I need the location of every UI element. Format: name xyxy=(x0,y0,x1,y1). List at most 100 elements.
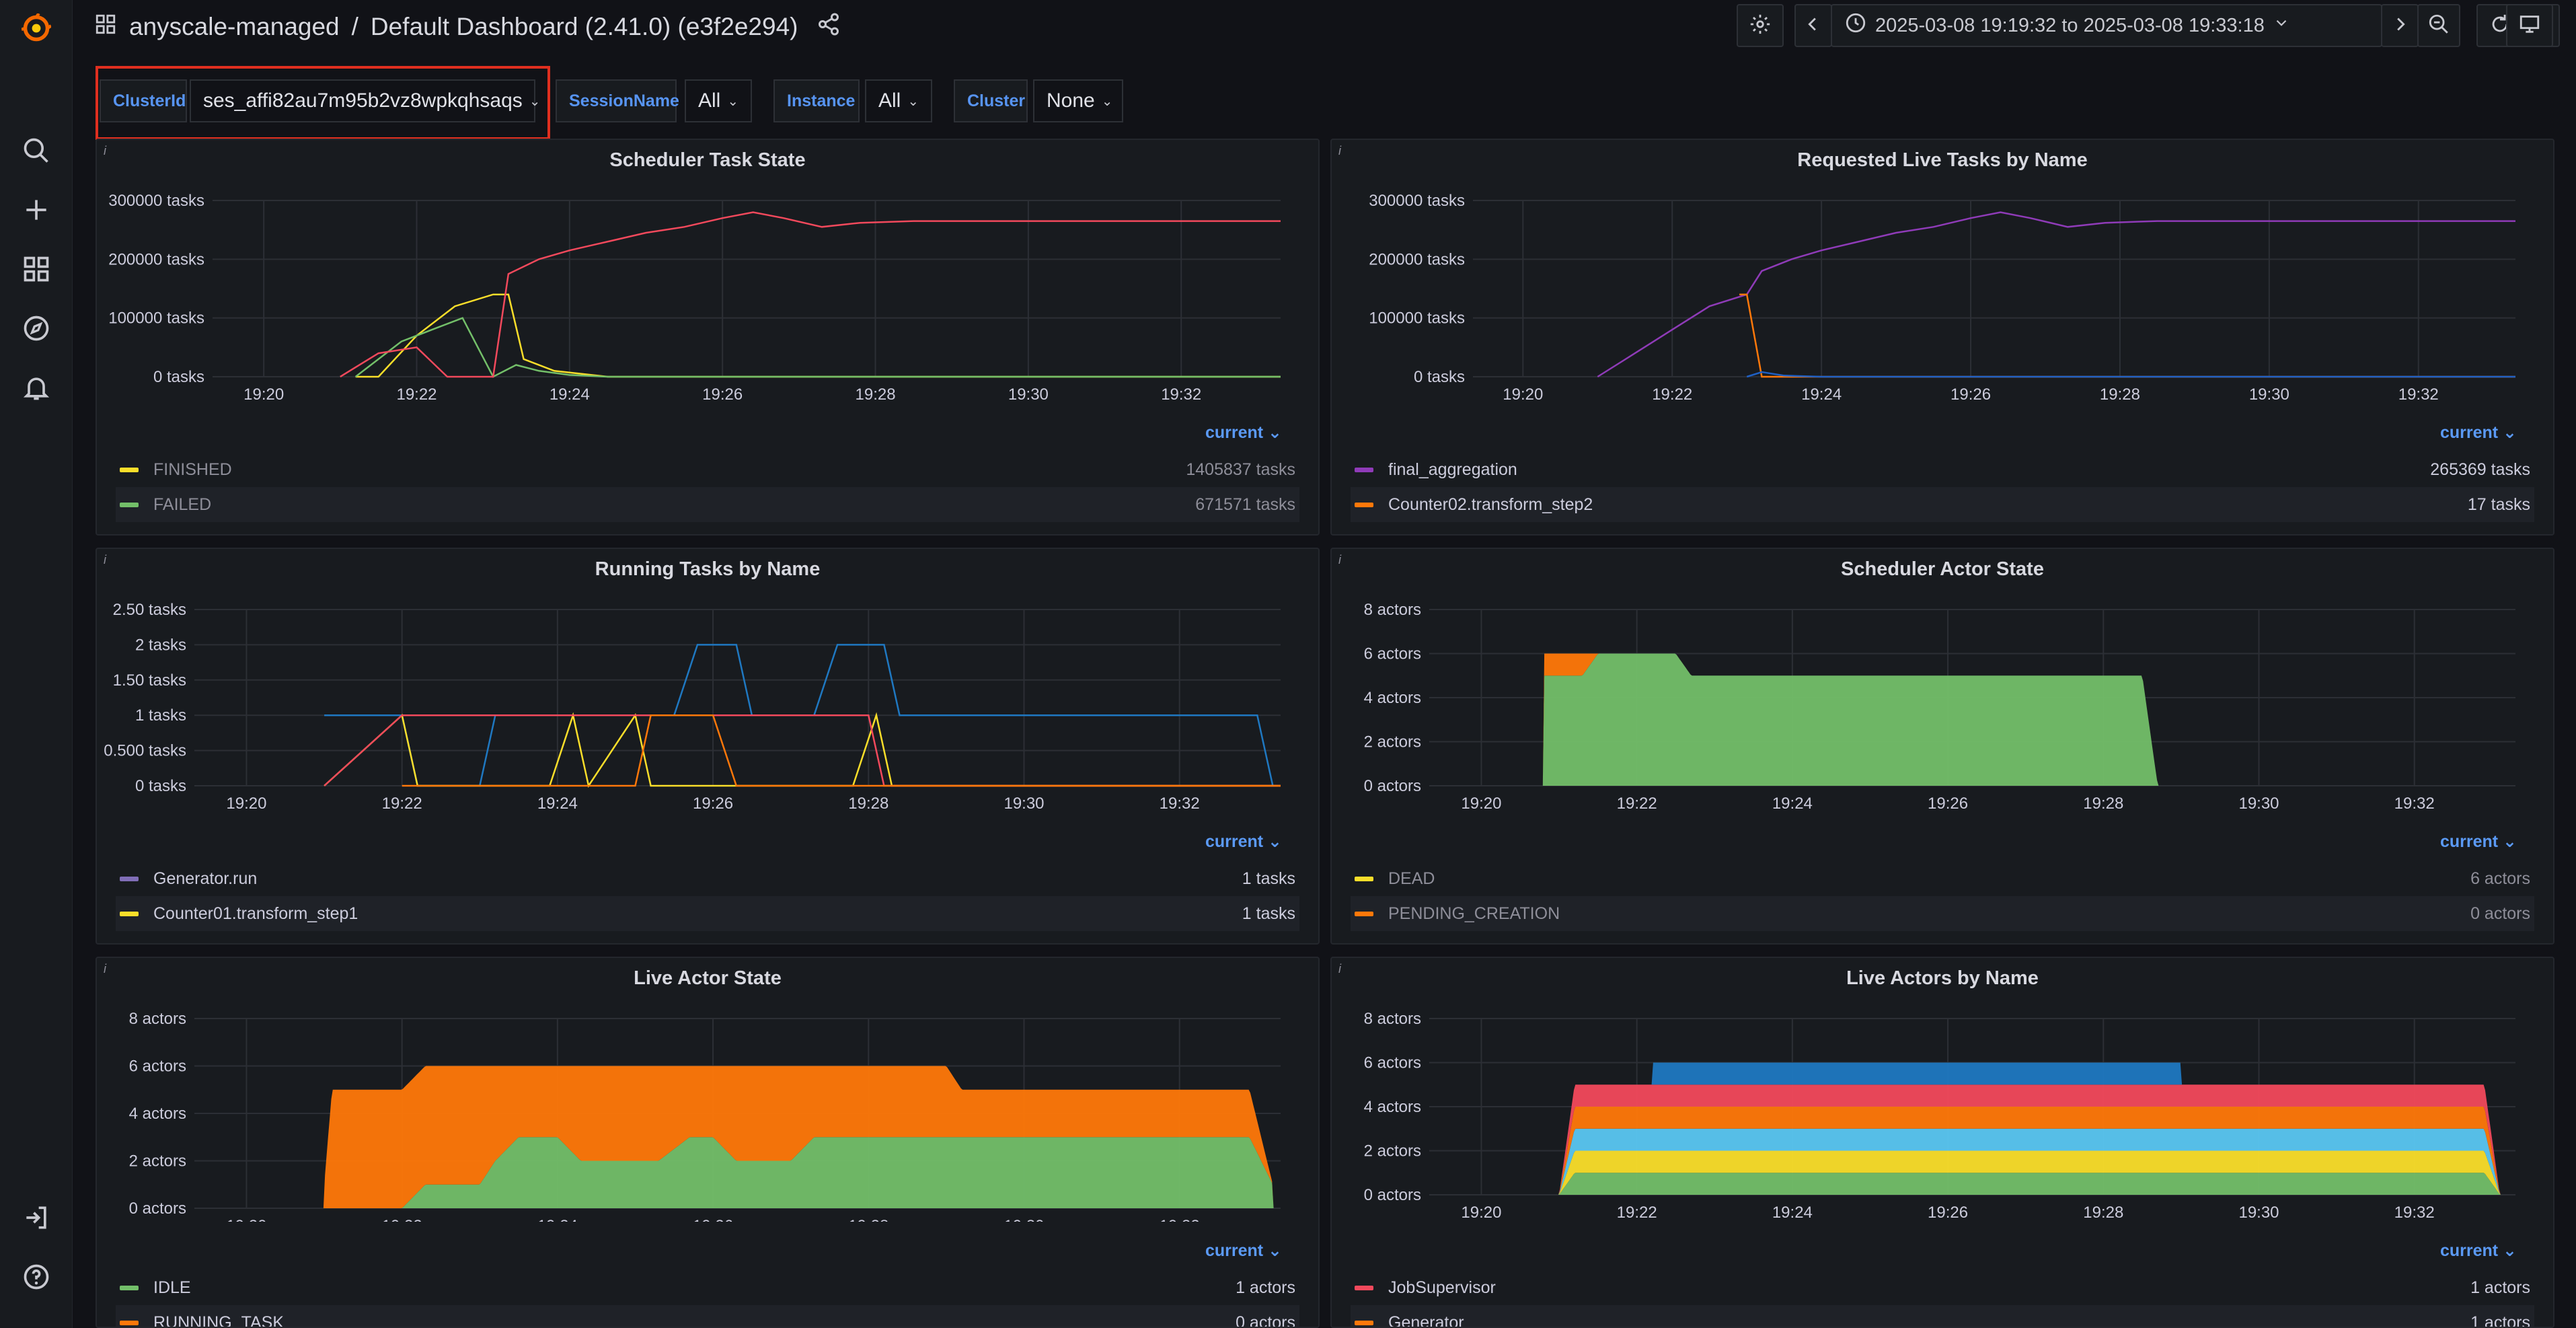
legend-row[interactable]: IDLE 1 actors xyxy=(116,1270,1299,1305)
chevron-left-icon xyxy=(1802,13,1825,39)
legend-name: Generator xyxy=(1388,1313,1464,1328)
search-icon[interactable] xyxy=(16,131,56,171)
series-area-s2 xyxy=(1429,1150,2515,1195)
dashboards-icon[interactable] xyxy=(16,249,56,289)
panel-running-tasks-by-name[interactable]: i Running Tasks by Name 0 tasks 0.500 tasks… xyxy=(96,548,1320,945)
panel-info-icon[interactable]: i xyxy=(1338,144,1341,157)
series-line-counter01-transform-step1 xyxy=(1746,371,2515,378)
share-icon[interactable] xyxy=(817,12,841,42)
x-tick-label: 19:22 xyxy=(1617,1204,1657,1222)
series-line-final-aggregation xyxy=(1597,211,2515,378)
panel-info-icon[interactable]: i xyxy=(104,962,106,975)
y-tick-label: 200000 tasks xyxy=(1369,250,1465,268)
legend-current-header[interactable]: current ⌄ xyxy=(2439,1241,2517,1260)
plus-icon[interactable] xyxy=(16,190,56,230)
panel-requested-live-tasks-by-name[interactable]: i Requested Live Tasks by Name 0 tasks 1000… xyxy=(1330,139,2554,536)
x-tick-label: 19:24 xyxy=(1801,385,1842,404)
legend-current-header[interactable]: current ⌄ xyxy=(2439,832,2517,851)
x-tick-label: 19:30 xyxy=(2238,1204,2279,1222)
var-select-sessionname[interactable]: All ⌄ xyxy=(685,79,752,122)
legend-row[interactable]: FINISHED 1405837 tasks xyxy=(116,452,1299,487)
legend-value: 1 actors xyxy=(2470,1313,2530,1328)
help-icon[interactable] xyxy=(16,1257,56,1297)
panel-title[interactable]: Running Tasks by Name xyxy=(595,558,821,580)
legend-row[interactable]: JobSupervisor 1 actors xyxy=(1351,1270,2534,1305)
y-tick-label: 4 actors xyxy=(1364,1098,1421,1116)
legend-current-header[interactable]: current ⌄ xyxy=(1205,423,1282,442)
x-tick-label: 19:22 xyxy=(382,795,422,813)
panel-title[interactable]: Live Actor State xyxy=(634,967,782,989)
y-tick-label: 2.50 tasks xyxy=(113,601,186,619)
legend-name: RUNNING_TASK xyxy=(153,1313,285,1328)
legend-row[interactable]: final_aggregation 265369 tasks xyxy=(1351,452,2534,487)
legend-row[interactable]: RUNNING_TASK 0 actors xyxy=(116,1305,1299,1328)
breadcrumb-folder[interactable]: anyscale-managed xyxy=(129,13,340,40)
legend-row[interactable]: PENDING_CREATION 0 actors xyxy=(1351,896,2534,931)
panel-scheduler-actor-state[interactable]: i Scheduler Actor State 0 actors 2 actors 4 … xyxy=(1330,548,2554,945)
tv-mode-button[interactable] xyxy=(2506,4,2553,47)
legend-row[interactable]: Counter01.transform_step1 1 tasks xyxy=(116,896,1299,931)
legend-name: JobSupervisor xyxy=(1388,1278,1496,1297)
panel-info-icon[interactable]: i xyxy=(104,553,106,566)
chart-scheduler-task-state: 0 tasks 100000 tasks 200000 tasks 300000 ta… xyxy=(108,192,1281,404)
alert-bell-icon[interactable] xyxy=(16,367,56,408)
top-bar: anyscale-managed / Default Dashboard (2.… xyxy=(73,0,2576,54)
zoom-out-button[interactable] xyxy=(2417,4,2460,47)
time-range-picker[interactable]: 2025-03-08 19:19:32 to 2025-03-08 19:33:… xyxy=(1831,4,2382,47)
y-tick-label: 0 actors xyxy=(129,1200,186,1218)
panel-info-icon[interactable]: i xyxy=(104,144,106,157)
y-tick-label: 8 actors xyxy=(1364,1010,1421,1028)
breadcrumb: anyscale-managed / Default Dashboard (2.… xyxy=(94,9,841,44)
dashboard-title[interactable]: Default Dashboard (2.41.0) (e3f2e294) xyxy=(370,13,798,40)
legend-row[interactable]: DEAD 6 actors xyxy=(1351,861,2534,896)
explore-icon[interactable] xyxy=(16,308,56,348)
panel-info-icon[interactable]: i xyxy=(1338,962,1341,975)
grafana-logo-icon[interactable] xyxy=(16,8,56,48)
time-back-button[interactable] xyxy=(1794,4,1832,47)
var-select-instance[interactable]: All ⌄ xyxy=(865,79,932,122)
legend-swatch xyxy=(1355,876,1373,881)
legend-row[interactable]: Counter02.transform_step2 17 tasks xyxy=(1351,487,2534,522)
panel-info-icon[interactable]: i xyxy=(1338,553,1341,566)
legend-row[interactable]: FAILED 671571 tasks xyxy=(116,487,1299,522)
var-label-sessionname: SessionName xyxy=(556,79,679,122)
left-sidebar xyxy=(0,0,73,1328)
x-tick-label: 19:24 xyxy=(550,385,590,404)
chart-scheduler-actor-state: 0 actors 2 actors 4 actors 6 actors 8 actors… xyxy=(1364,601,2515,813)
legend-current-header[interactable]: current ⌄ xyxy=(1205,832,1282,851)
legend-row[interactable]: Generator.run 1 tasks xyxy=(116,861,1299,896)
legend-current-header[interactable]: current ⌄ xyxy=(1205,1241,1282,1260)
legend-name: PENDING_CREATION xyxy=(1388,903,1560,923)
legend-name: FAILED xyxy=(153,494,212,514)
legend-value: 671571 tasks xyxy=(1195,494,1295,514)
var-select-clusterid[interactable]: ses_affi82au7m95b2vz8wpkqhsaqs ⌄ xyxy=(190,79,541,122)
dashboard-settings-button[interactable] xyxy=(1737,4,1784,47)
panel-title[interactable]: Scheduler Task State xyxy=(609,149,806,171)
chart-live-actor-state: 0 actors 2 actors 4 actors 6 actors 8 actors… xyxy=(129,1010,1281,1222)
var-select-cluster[interactable]: None ⌄ xyxy=(1033,79,1123,122)
x-tick-label: 19:24 xyxy=(537,1217,578,1222)
series-line-counter02-transform-step2 xyxy=(402,714,1281,787)
time-forward-button[interactable] xyxy=(2381,4,2419,47)
panel-title[interactable]: Requested Live Tasks by Name xyxy=(1797,149,2088,171)
x-tick-label: 19:30 xyxy=(2238,795,2279,813)
legend-name: FINISHED xyxy=(153,459,232,479)
panel-scheduler-task-state[interactable]: i Scheduler Task State 0 tasks 100000 tasks… xyxy=(96,139,1320,536)
legend-row[interactable]: Generator 1 actors xyxy=(1351,1305,2534,1328)
legend-name: final_aggregation xyxy=(1388,459,1517,479)
legend-name: DEAD xyxy=(1388,869,1435,888)
panel-title[interactable]: Scheduler Actor State xyxy=(1841,558,2044,580)
sign-in-icon[interactable] xyxy=(16,1197,56,1238)
y-tick-label: 8 actors xyxy=(129,1010,186,1028)
series-area-alive xyxy=(1429,653,2515,786)
legend-name: Counter02.transform_step2 xyxy=(1388,494,1593,514)
panel-live-actors-by-name[interactable]: i Live Actors by Name 0 actors 2 actors 4 ac… xyxy=(1330,957,2554,1328)
panel-title[interactable]: Live Actors by Name xyxy=(1846,967,2039,989)
panel-live-actor-state[interactable]: i Live Actor State 0 actors 2 actors 4 actor… xyxy=(96,957,1320,1328)
legend-value: 1405837 tasks xyxy=(1186,459,1295,479)
series-line-finished xyxy=(355,293,1281,378)
legend-swatch xyxy=(1355,502,1373,507)
breadcrumb-separator: / xyxy=(351,13,358,40)
legend-current-header[interactable]: current ⌄ xyxy=(2439,423,2517,442)
x-tick-label: 19:26 xyxy=(1928,795,1968,813)
